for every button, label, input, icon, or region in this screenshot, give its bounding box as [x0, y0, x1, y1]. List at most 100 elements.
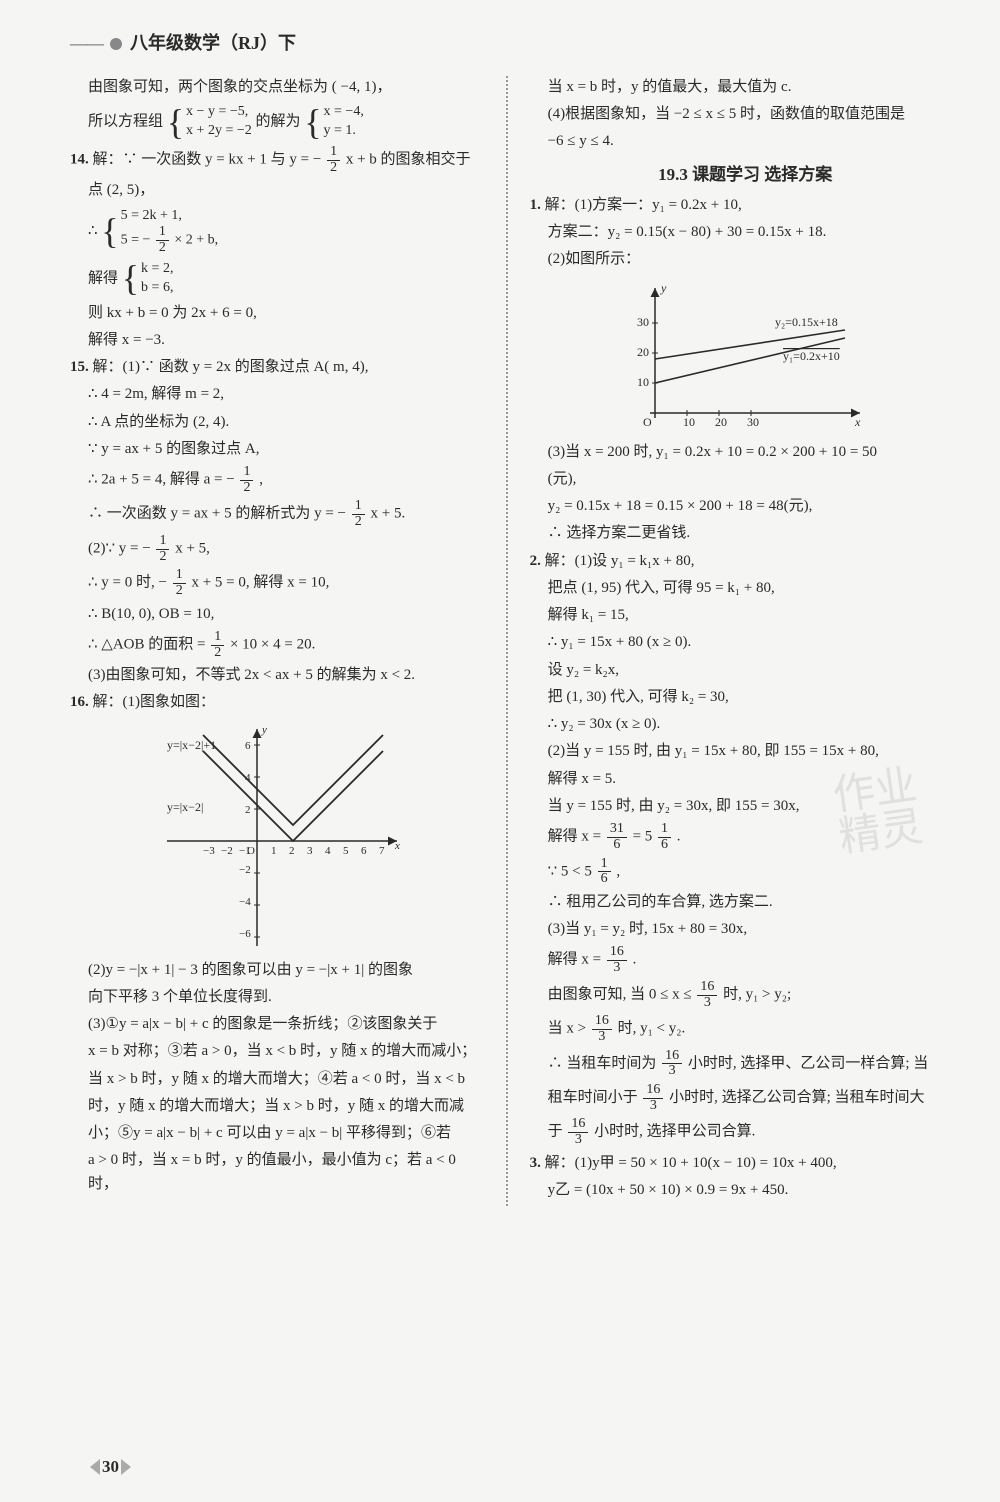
page-number: 30 [90, 1454, 131, 1480]
text-line: 当 x > 163 时, y₁ < y₂. [530, 1014, 961, 1044]
text: x + 5, [175, 540, 210, 556]
text: × 10 × 4 = 20. [230, 636, 315, 652]
equation-system: { 5 = 2k + 1, 5 = − 12 × 2 + b, [101, 207, 218, 256]
text-line: ∴ B(10, 0), OB = 10, [70, 603, 484, 626]
fraction: 12 [352, 499, 365, 529]
text-line: 把 (1, 30) 代入, 可得 k₂ = 30, [530, 686, 961, 709]
text: ∴ △AOB 的面积 = [88, 636, 209, 652]
eq: k = 2, [141, 260, 173, 279]
text: x + b 的图象相交于 [346, 152, 471, 168]
text-line: a > 0 时，当 x = b 时，y 的值最小，最小值为 c；若 a < 0 … [70, 1149, 484, 1196]
text: 时, y₁ > y₂; [723, 986, 791, 1002]
svg-text:−6: −6 [239, 928, 251, 940]
text-line: ∵ 5 < 5 16 , [530, 857, 961, 887]
text-line: (3)当 x = 200 时, y₁ = 0.2x + 10 = 0.2 × 2… [530, 441, 961, 464]
text-line: −6 ≤ y ≤ 4. [530, 130, 961, 153]
fraction: 12 [327, 145, 340, 175]
text: ∴ 一次函数 y = ax + 5 的解析式为 y = − [88, 506, 346, 522]
text: 解得 [88, 270, 118, 286]
text-line: ∴ 租用乙公司的车合算, 选方案二. [530, 891, 961, 914]
svg-text:6: 6 [361, 845, 367, 857]
fraction: 12 [240, 465, 253, 495]
eq: y = 1. [324, 122, 364, 141]
svg-text:5: 5 [343, 845, 349, 857]
text: 解：(1)图象如图： [93, 694, 216, 710]
text: ∴ y = 0 时, − [88, 575, 167, 591]
text-line: 设 y₂ = k₂x, [530, 659, 961, 682]
text: 解得 x = [548, 952, 605, 968]
question-16: 16. 解：(1)图象如图： [70, 691, 484, 714]
svg-text:y=|x−2|+1: y=|x−2|+1 [167, 738, 216, 752]
text-line: 于 163 小时时, 选择甲公司合算. [530, 1117, 961, 1147]
question-15: 15. 解：(1)∵ 函数 y = 2x 的图象过点 A( m, 4), [70, 356, 484, 379]
column-divider [506, 76, 508, 1206]
text-line: ∴ △AOB 的面积 = 12 × 10 × 4 = 20. [70, 630, 484, 660]
q-number: 3. [530, 1155, 541, 1171]
text: = 5 [633, 829, 653, 845]
text-line: 方案二：y₂ = 0.15(x − 80) + 30 = 0.15x + 18. [530, 221, 961, 244]
text-line: 解得 { k = 2, b = 6, [70, 260, 484, 298]
origin-label: O [247, 845, 255, 857]
text-line: (2)当 y = 155 时, 由 y₁ = 15x + 80, 即 155 =… [530, 740, 961, 763]
q-number: 15. [70, 359, 89, 375]
header-title: 八年级数学（RJ）下 [130, 30, 296, 58]
eq: x = −4, [324, 103, 364, 122]
text-line: ∴ 选择方案二更省钱. [530, 522, 961, 545]
fraction: 12 [156, 534, 169, 564]
text-line: 解得 x = −3. [70, 329, 484, 352]
text-line: 解得 k₁ = 15, [530, 604, 961, 627]
text-line: y₂ = 0.15x + 18 = 0.15 × 200 + 18 = 48(元… [530, 495, 961, 518]
text-line: (2)∵ y = − 12 x + 5, [70, 534, 484, 564]
text-line: ∴ 当租车时间为 163 小时时, 选择甲、乙公司一样合算; 当 [530, 1049, 961, 1079]
text: 解：(1)y甲 = 50 × 10 + 10(x − 10) = 10x + 4… [545, 1155, 837, 1171]
text-line: ∴ 2a + 5 = 4, 解得 a = − 12 , [70, 465, 484, 495]
q-number: 14. [70, 152, 89, 168]
text: 小时时, 选择甲公司合算. [594, 1124, 755, 1140]
text-line: 由图象可知，两个图象的交点坐标为 ( −4, 1)， [70, 76, 484, 99]
text: 由图象可知, 当 0 ≤ x ≤ [548, 986, 696, 1002]
text-line: (4)根据图象知，当 −2 ≤ x ≤ 5 时，函数值的取值范围是 [530, 103, 961, 126]
text-line: 点 (2, 5)， [70, 179, 484, 202]
svg-text:20: 20 [637, 345, 649, 359]
text-line: 时，y 随 x 的增大而增大；当 x > b 时，y 随 x 的增大而减 [70, 1095, 484, 1118]
text: ∴ 2a + 5 = 4, 解得 a = − [88, 472, 235, 488]
text-line: 当 y = 155 时, 由 y₂ = 30x, 即 155 = 30x, [530, 795, 961, 818]
text-line: x = b 对称；③若 a > 0，当 x < b 时，y 随 x 的增大而减小… [70, 1040, 484, 1063]
q-number: 1. [530, 197, 541, 213]
graph-16: −3−2−1 O 123 4567 x y 246 −2−4−6 y=|x−2|… [70, 721, 484, 951]
left-column: 由图象可知，两个图象的交点坐标为 ( −4, 1)， 所以方程组 { x − y… [70, 76, 484, 1206]
svg-text:20: 20 [715, 415, 727, 429]
section-title: 19.3 课题学习 选择方案 [530, 162, 961, 188]
text: ∴ 当租车时间为 [548, 1055, 657, 1071]
text-line: ∴ y = 0 时, − 12 x + 5 = 0, 解得 x = 10, [70, 568, 484, 598]
svg-text:O: O [643, 415, 652, 429]
question-1: 1. 解：(1)方案一：y₁ = 0.2x + 10, [530, 194, 961, 217]
svg-text:y₁=0.2x+10: y₁=0.2x+10 [783, 349, 840, 363]
text-line: 解得 x = 5. [530, 768, 961, 791]
svg-text:y=|x−2|: y=|x−2| [167, 800, 203, 814]
text-line: 把点 (1, 95) 代入, 可得 95 = k₁ + 80, [530, 577, 961, 600]
svg-text:3: 3 [307, 845, 313, 857]
text: 时, y₁ < y₂. [618, 1021, 686, 1037]
content-columns: 由图象可知，两个图象的交点坐标为 ( −4, 1)， 所以方程组 { x − y… [70, 76, 950, 1206]
svg-text:1: 1 [271, 845, 277, 857]
triangle-left-icon [90, 1459, 100, 1475]
graph-1: O 102030 102030 y x y₂=0.15x+18 y₁=0.2x+… [530, 278, 961, 433]
svg-text:2: 2 [245, 804, 251, 816]
text: 所以方程组 [88, 113, 163, 129]
text-line: 所以方程组 { x − y = −5, x + 2y = −2 的解为 { x … [70, 103, 484, 141]
text: 租车时间小于 [548, 1090, 638, 1106]
text-line: 则 kx + b = 0 为 2x + 6 = 0, [70, 302, 484, 325]
svg-text:10: 10 [683, 415, 695, 429]
fraction: 163 [592, 1014, 612, 1044]
text-line: ∴ A 点的坐标为 (2, 4). [70, 411, 484, 434]
text: 解：(1)方案一：y₁ = 0.2x + 10, [545, 197, 742, 213]
fraction: 316 [607, 822, 627, 852]
text: 小时时, 选择甲、乙公司一样合算; 当 [688, 1055, 928, 1071]
text-line: (3)当 y₁ = y₂ 时, 15x + 80 = 30x, [530, 918, 961, 941]
text-line: (3)①y = a|x − b| + c 的图象是一条折线；②该图象关于 [70, 1013, 484, 1036]
svg-text:30: 30 [637, 315, 649, 329]
svg-text:y₂=0.15x+18: y₂=0.15x+18 [775, 315, 838, 329]
eq: x + 2y = −2 [186, 122, 252, 141]
text: x + 5. [371, 506, 406, 522]
